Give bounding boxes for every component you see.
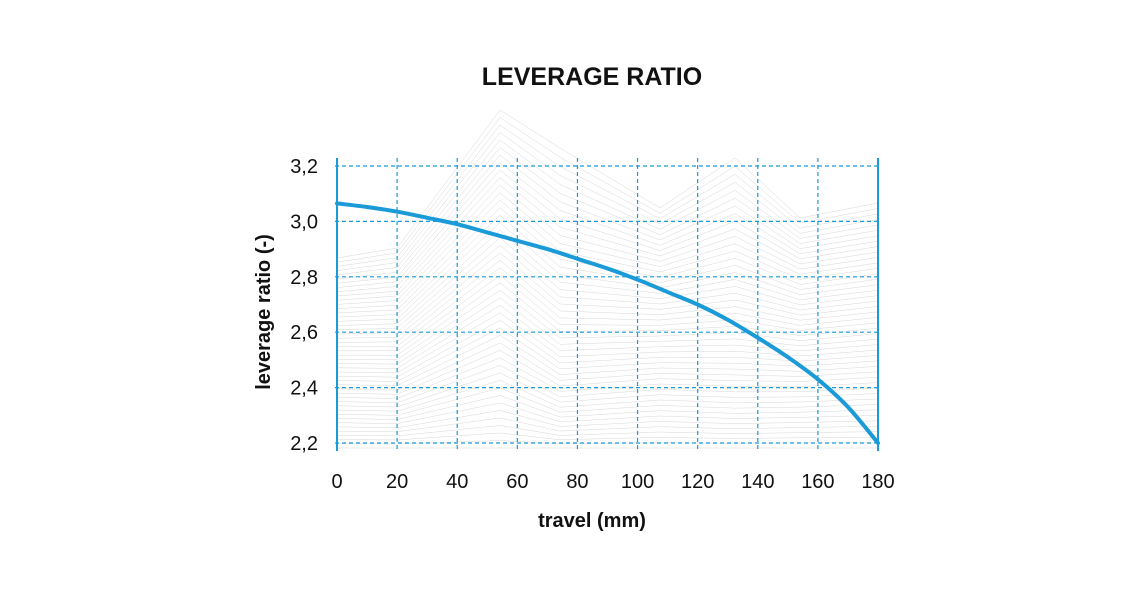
series-layer bbox=[335, 201, 880, 445]
mesh-line bbox=[336, 222, 879, 322]
x-tick-label: 180 bbox=[861, 471, 894, 493]
mesh-line bbox=[336, 147, 879, 280]
mesh-line bbox=[336, 395, 879, 420]
mesh-line bbox=[336, 440, 879, 445]
mesh-line bbox=[336, 342, 879, 391]
mesh-line bbox=[336, 267, 879, 347]
x-tick-label: 140 bbox=[741, 471, 774, 493]
mesh-line bbox=[336, 154, 879, 284]
mesh-line bbox=[336, 335, 879, 387]
mesh-line bbox=[336, 124, 879, 267]
mesh-line bbox=[336, 117, 879, 263]
y-tick-label: 2,2 bbox=[290, 433, 318, 455]
y-tick-label: 2,6 bbox=[290, 322, 318, 344]
mesh-line bbox=[336, 297, 879, 365]
y-tick-label: 2,8 bbox=[290, 267, 318, 289]
mesh-line bbox=[336, 177, 879, 297]
x-tick-label: 160 bbox=[801, 471, 834, 493]
x-tick-label: 80 bbox=[566, 471, 588, 493]
mesh-line bbox=[336, 282, 879, 356]
y-tick-label: 3,0 bbox=[290, 211, 318, 233]
mesh-line bbox=[336, 304, 879, 369]
mesh-line bbox=[336, 410, 879, 429]
y-tick-label: 2,4 bbox=[290, 378, 318, 400]
mesh-line bbox=[336, 169, 879, 293]
mesh-line bbox=[336, 184, 879, 301]
background-mesh-decoration bbox=[336, 109, 879, 449]
x-tick-label: 40 bbox=[446, 471, 468, 493]
mesh-line bbox=[336, 312, 879, 374]
chart-title: LEVERAGE RATIO bbox=[482, 63, 702, 91]
mesh-line bbox=[336, 252, 879, 339]
x-tick-label: 20 bbox=[386, 471, 408, 493]
mesh-line bbox=[336, 214, 879, 318]
series-line-leverage-ratio bbox=[335, 201, 880, 445]
x-tick-label: 100 bbox=[621, 471, 654, 493]
mesh-line bbox=[336, 380, 879, 412]
mesh-line bbox=[336, 372, 879, 408]
mesh-line bbox=[336, 162, 879, 288]
mesh-line bbox=[336, 132, 879, 271]
grid-lines bbox=[335, 158, 880, 451]
x-tick-label: 0 bbox=[331, 471, 342, 493]
x-tick-label: 120 bbox=[681, 471, 714, 493]
mesh-line bbox=[336, 207, 879, 314]
mesh-line bbox=[336, 229, 879, 326]
mesh-line bbox=[336, 259, 879, 343]
x-tick-labels: 0 20 40 60 80 100 120 140 160 180 bbox=[331, 471, 894, 493]
mesh-line bbox=[336, 365, 879, 404]
mesh-line bbox=[336, 417, 879, 433]
mesh-line bbox=[336, 244, 879, 335]
y-tick-label: 3,2 bbox=[290, 156, 318, 178]
mesh-line bbox=[336, 402, 879, 424]
y-axis-label: leverage ratio (-) bbox=[253, 234, 275, 390]
mesh-line bbox=[336, 327, 879, 382]
mesh-line bbox=[336, 432, 879, 441]
mesh-line bbox=[336, 274, 879, 352]
mesh-line bbox=[336, 139, 879, 276]
mesh-line bbox=[336, 425, 879, 437]
x-axis-label: travel (mm) bbox=[538, 510, 646, 532]
mesh-line bbox=[336, 109, 879, 259]
mesh-line bbox=[336, 289, 879, 360]
mesh-line bbox=[336, 192, 879, 305]
mesh-line bbox=[336, 387, 879, 416]
x-tick-label: 60 bbox=[506, 471, 528, 493]
mesh-line bbox=[336, 199, 879, 309]
mesh-line bbox=[336, 237, 879, 331]
y-tick-labels: 2,2 2,4 2,6 2,8 3,0 3,2 bbox=[290, 156, 318, 455]
